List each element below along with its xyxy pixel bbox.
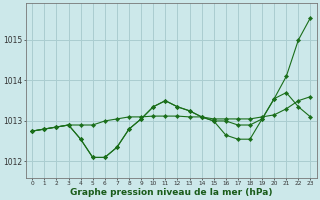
X-axis label: Graphe pression niveau de la mer (hPa): Graphe pression niveau de la mer (hPa) [70, 188, 273, 197]
